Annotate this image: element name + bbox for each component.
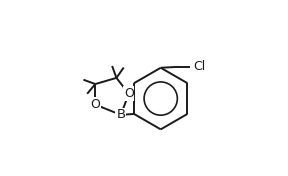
Text: O: O — [124, 87, 134, 100]
Text: O: O — [90, 98, 100, 111]
Text: Cl: Cl — [193, 60, 206, 73]
Text: B: B — [116, 108, 125, 121]
